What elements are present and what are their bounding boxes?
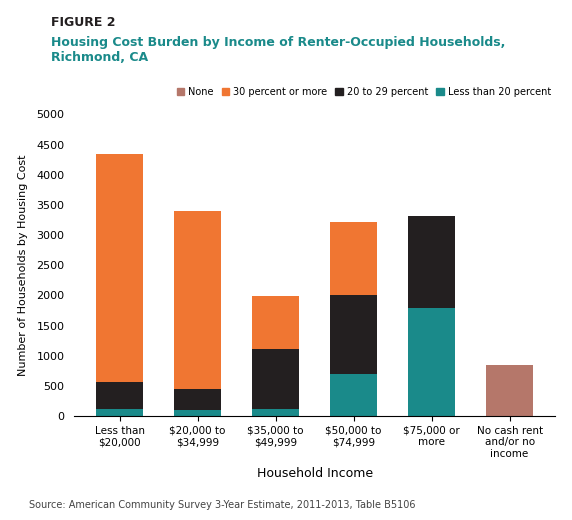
- Bar: [252, 296, 299, 349]
- Bar: [330, 295, 377, 374]
- Bar: [96, 409, 143, 416]
- X-axis label: Household Income: Household Income: [256, 467, 373, 480]
- Bar: [408, 216, 455, 308]
- Y-axis label: Number of Households by Housing Cost: Number of Households by Housing Cost: [18, 154, 28, 376]
- Bar: [174, 410, 221, 416]
- Bar: [330, 223, 377, 295]
- Bar: [96, 382, 143, 409]
- Bar: [330, 374, 377, 416]
- Bar: [174, 389, 221, 410]
- Bar: [252, 409, 299, 416]
- Bar: [408, 308, 455, 416]
- Bar: [486, 365, 533, 416]
- Bar: [96, 153, 143, 382]
- Bar: [174, 211, 221, 389]
- Text: Source: American Community Survey 3-Year Estimate, 2011-2013, Table B5106: Source: American Community Survey 3-Year…: [29, 500, 415, 510]
- Text: FIGURE 2: FIGURE 2: [51, 16, 116, 29]
- Bar: [252, 349, 299, 409]
- Legend: None, 30 percent or more, 20 to 29 percent, Less than 20 percent: None, 30 percent or more, 20 to 29 perce…: [173, 83, 555, 101]
- Text: Housing Cost Burden by Income of Renter-Occupied Households, Richmond, CA: Housing Cost Burden by Income of Renter-…: [51, 36, 506, 64]
